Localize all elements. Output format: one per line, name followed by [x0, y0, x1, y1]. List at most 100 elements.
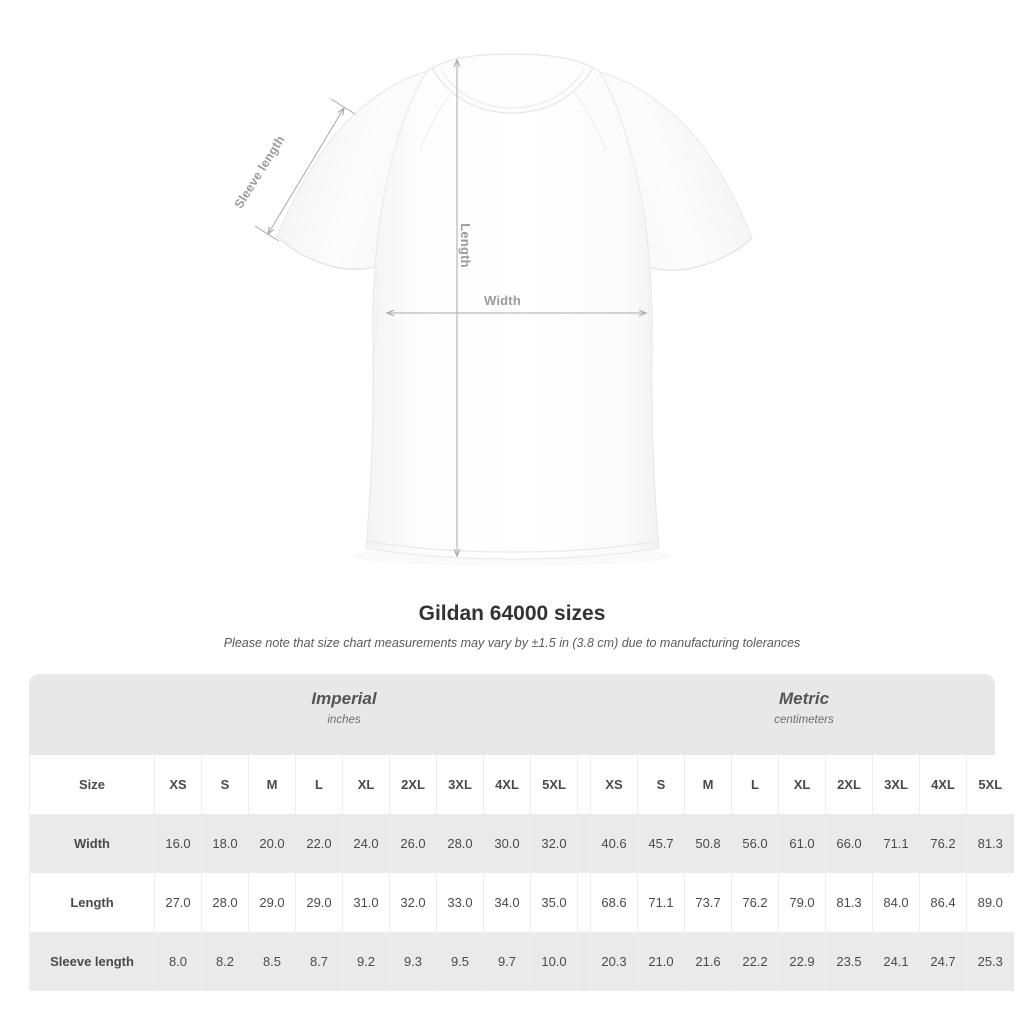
- length-dimension-label: Length: [457, 223, 473, 268]
- cell-width-metric-2xl: 66.0: [825, 814, 873, 873]
- row-gap: [577, 932, 591, 991]
- measurements-table: Size XS S M L XL 2XL 3XL 4XL 5XL XS S M …: [29, 755, 1014, 991]
- cell-width-imperial-m: 20.0: [248, 814, 296, 873]
- cell-sleeve-imperial-s: 8.2: [201, 932, 249, 991]
- unit-group-metric-unit: centimeters: [774, 714, 834, 726]
- cell-sleeve-metric-l: 22.2: [731, 932, 779, 991]
- cell-width-metric-xs: 40.6: [590, 814, 638, 873]
- cell-width-imperial-3xl: 28.0: [436, 814, 484, 873]
- width-dimension-label: Width: [484, 293, 521, 308]
- cell-width-metric-s: 45.7: [637, 814, 685, 873]
- col-head-metric-l: L: [731, 755, 779, 814]
- cell-width-metric-5xl: 81.3: [966, 814, 1014, 873]
- cell-sleeve-metric-3xl: 24.1: [872, 932, 920, 991]
- cell-sleeve-metric-4xl: 24.7: [919, 932, 967, 991]
- cell-width-imperial-s: 18.0: [201, 814, 249, 873]
- cell-width-metric-4xl: 76.2: [919, 814, 967, 873]
- t-shirt-illustration: Sleeve length Length Width: [231, 53, 753, 560]
- cell-length-imperial-3xl: 33.0: [436, 873, 484, 932]
- cell-sleeve-imperial-xl: 9.2: [342, 932, 390, 991]
- col-head-imperial-xl: XL: [342, 755, 390, 814]
- cell-length-metric-m: 73.7: [684, 873, 732, 932]
- size-corner-label: Size: [29, 755, 155, 814]
- col-head-metric-3xl: 3XL: [872, 755, 920, 814]
- col-head-imperial-m: M: [248, 755, 296, 814]
- cell-sleeve-imperial-l: 8.7: [295, 932, 343, 991]
- col-head-metric-xl: XL: [778, 755, 826, 814]
- cell-width-metric-l: 56.0: [731, 814, 779, 873]
- cell-sleeve-imperial-2xl: 9.3: [389, 932, 437, 991]
- col-head-imperial-s: S: [201, 755, 249, 814]
- cell-sleeve-metric-5xl: 25.3: [966, 932, 1014, 991]
- cell-length-imperial-xl: 31.0: [342, 873, 390, 932]
- cell-sleeve-metric-2xl: 23.5: [825, 932, 873, 991]
- cell-width-imperial-xl: 24.0: [342, 814, 390, 873]
- col-head-imperial-l: L: [295, 755, 343, 814]
- cell-length-imperial-s: 28.0: [201, 873, 249, 932]
- unit-divider-gap: [577, 755, 591, 814]
- cell-length-metric-5xl: 89.0: [966, 873, 1014, 932]
- cell-length-imperial-5xl: 35.0: [530, 873, 578, 932]
- cell-width-metric-m: 50.8: [684, 814, 732, 873]
- col-head-metric-2xl: 2XL: [825, 755, 873, 814]
- cell-width-imperial-2xl: 26.0: [389, 814, 437, 873]
- cell-sleeve-imperial-5xl: 10.0: [530, 932, 578, 991]
- size-chart-table: Imperial inches Metric centimeters Size …: [29, 674, 1014, 991]
- cell-width-metric-3xl: 71.1: [872, 814, 920, 873]
- cell-length-metric-l: 76.2: [731, 873, 779, 932]
- cell-width-imperial-5xl: 32.0: [530, 814, 578, 873]
- unit-system-band: Imperial inches Metric centimeters: [29, 674, 995, 755]
- cell-length-metric-4xl: 86.4: [919, 873, 967, 932]
- cell-sleeve-imperial-3xl: 9.5: [436, 932, 484, 991]
- cell-length-metric-xl: 79.0: [778, 873, 826, 932]
- col-head-imperial-5xl: 5XL: [530, 755, 578, 814]
- col-head-metric-4xl: 4XL: [919, 755, 967, 814]
- cell-sleeve-imperial-m: 8.5: [248, 932, 296, 991]
- cell-length-imperial-xs: 27.0: [154, 873, 202, 932]
- row-label-sleeve-length: Sleeve length: [29, 932, 155, 991]
- row-label-width: Width: [29, 814, 155, 873]
- chart-header: Gildan 64000 sizes Please note that size…: [0, 600, 1024, 651]
- cell-length-imperial-4xl: 34.0: [483, 873, 531, 932]
- unit-group-metric: Metric centimeters: [644, 688, 964, 728]
- t-shirt-graphic: [254, 53, 753, 560]
- unit-group-imperial: Imperial inches: [184, 688, 504, 728]
- cell-sleeve-metric-s: 21.0: [637, 932, 685, 991]
- sleeve-length-guide-arrow: [268, 108, 344, 234]
- page-title: Gildan 64000 sizes: [418, 602, 606, 625]
- unit-group-imperial-name: Imperial: [311, 689, 377, 708]
- col-head-metric-xs: XS: [590, 755, 638, 814]
- cell-width-imperial-xs: 16.0: [154, 814, 202, 873]
- cell-sleeve-metric-xl: 22.9: [778, 932, 826, 991]
- col-head-imperial-xs: XS: [154, 755, 202, 814]
- cell-length-imperial-m: 29.0: [248, 873, 296, 932]
- cell-sleeve-metric-m: 21.6: [684, 932, 732, 991]
- col-head-imperial-2xl: 2XL: [389, 755, 437, 814]
- col-head-imperial-4xl: 4XL: [483, 755, 531, 814]
- cell-sleeve-imperial-xs: 8.0: [154, 932, 202, 991]
- cell-length-metric-2xl: 81.3: [825, 873, 873, 932]
- table-row: Width 16.0 18.0 20.0 22.0 24.0 26.0 28.0…: [29, 814, 1014, 873]
- col-head-metric-m: M: [684, 755, 732, 814]
- cell-length-metric-3xl: 84.0: [872, 873, 920, 932]
- row-label-length: Length: [29, 873, 155, 932]
- cell-width-imperial-l: 22.0: [295, 814, 343, 873]
- unit-group-imperial-unit: inches: [327, 714, 361, 726]
- cell-length-imperial-l: 29.0: [295, 873, 343, 932]
- chart-disclaimer: Please note that size chart measurements…: [223, 636, 801, 650]
- table-row: Length 27.0 28.0 29.0 29.0 31.0 32.0 33.…: [29, 873, 1014, 932]
- col-head-imperial-3xl: 3XL: [436, 755, 484, 814]
- row-gap: [577, 873, 591, 932]
- cell-length-metric-xs: 68.6: [590, 873, 638, 932]
- cell-length-imperial-2xl: 32.0: [389, 873, 437, 932]
- col-head-metric-5xl: 5XL: [966, 755, 1014, 814]
- unit-group-metric-name: Metric: [778, 689, 830, 708]
- sleeve-guide-tick-bottom: [254, 225, 280, 242]
- sleeve-guide-tick-top: [330, 98, 356, 115]
- cell-sleeve-metric-xs: 20.3: [590, 932, 638, 991]
- cell-length-metric-s: 71.1: [637, 873, 685, 932]
- table-row: Sleeve length 8.0 8.2 8.5 8.7 9.2 9.3 9.…: [29, 932, 1014, 991]
- cell-width-metric-xl: 61.0: [778, 814, 826, 873]
- cell-width-imperial-4xl: 30.0: [483, 814, 531, 873]
- cell-sleeve-imperial-4xl: 9.7: [483, 932, 531, 991]
